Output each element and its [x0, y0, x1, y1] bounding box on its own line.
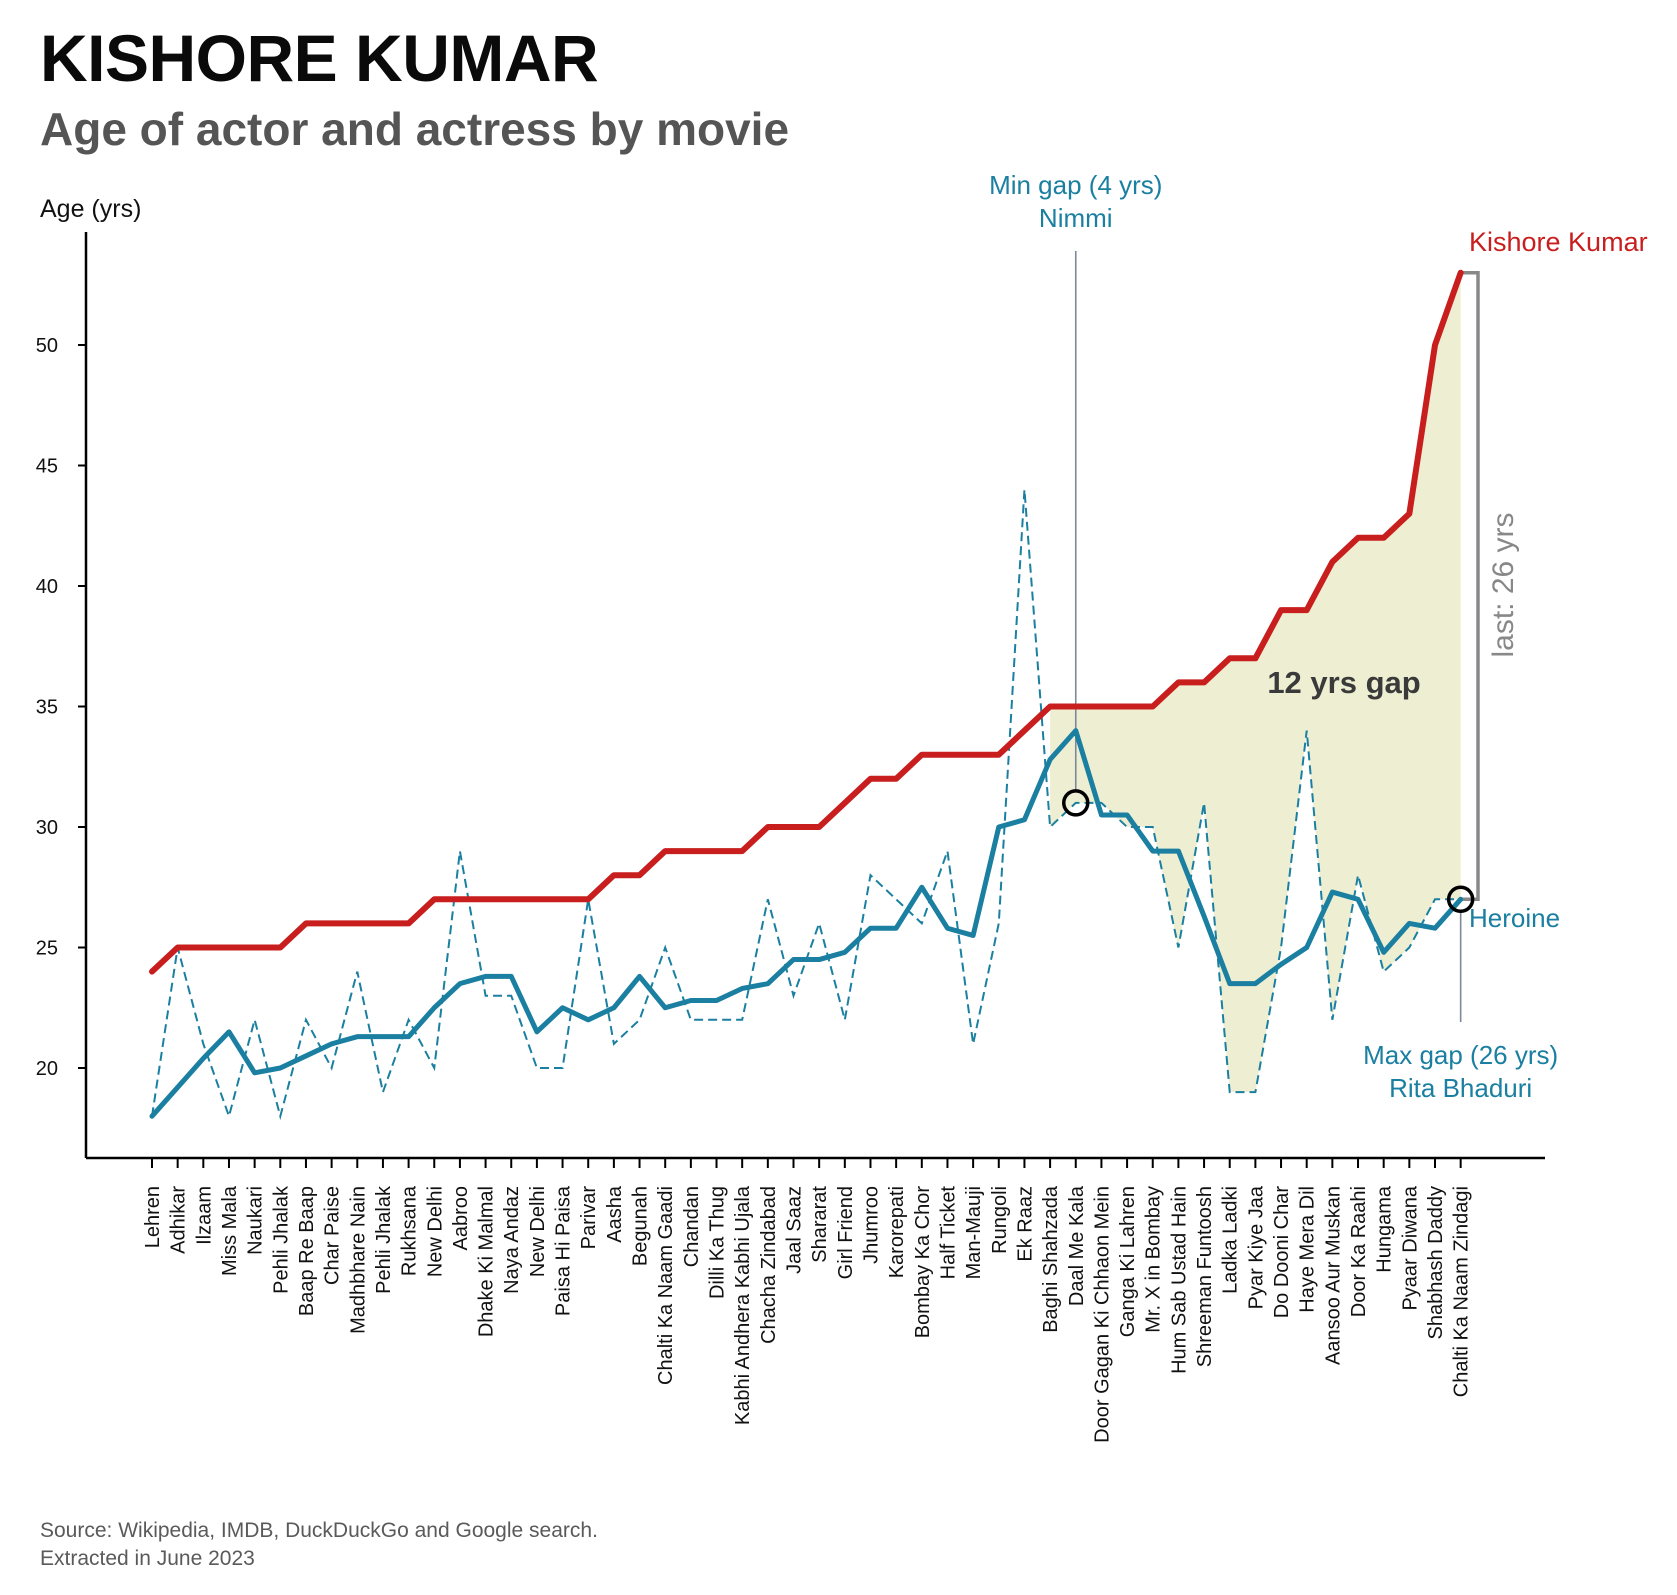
x-tick-label: Hum Sab Ustad Hain — [1168, 1186, 1190, 1374]
annotation-layer — [1074, 251, 1480, 1022]
x-tick-label: Begunah — [630, 1186, 652, 1266]
x-tick-label: Naukari — [245, 1186, 267, 1255]
chart-title: KISHORE KUMAR — [40, 21, 599, 95]
x-tick-label: Ganga Ki Lahren — [1117, 1186, 1139, 1337]
min-gap-marker — [1062, 789, 1090, 817]
x-tick-label: Madhbhare Nain — [347, 1186, 369, 1334]
x-tick-label: Door Ka Raahi — [1348, 1186, 1370, 1317]
axes-layer — [84, 232, 1545, 1160]
x-tick-label: Paisa Hi Paisa — [553, 1185, 575, 1316]
label-layer: Age (yrs) Min gap (4 yrs)Nimmi Max gap (26… — [40, 170, 1648, 1103]
x-tick-label: Ladka Ladki — [1220, 1186, 1242, 1294]
y-tick-label: 45 — [36, 456, 58, 478]
x-tick-label: Do Dooni Char — [1271, 1186, 1293, 1319]
x-tick-label: Pyar Kiye Jaa — [1245, 1185, 1267, 1309]
x-tick-label: Daal Me Kala — [1066, 1185, 1088, 1306]
x-tick-label: Parivar — [578, 1186, 600, 1250]
marker-layer — [1062, 789, 1475, 914]
x-tick-label: Adhikar — [168, 1186, 190, 1254]
actor-series-label: Kishore Kumar — [1469, 227, 1648, 257]
last-gap-label: last: 26 yrs — [1487, 512, 1520, 657]
y-axis-title: Age (yrs) — [40, 195, 141, 223]
x-tick-label: Chalti Ka Naam Gaadi — [655, 1186, 677, 1385]
x-tick-label: Chalti Ka Naam Zindagi — [1451, 1186, 1473, 1397]
x-tick-label: Jaal Saaz — [784, 1186, 806, 1274]
actor-line-layer — [149, 269, 1464, 975]
x-tick-label: Ilzaam — [193, 1186, 215, 1245]
gap-area — [1050, 272, 1461, 1093]
x-tick-label: Dhake Ki Malmal — [476, 1186, 498, 1337]
x-tick-label: Man-Mauji — [963, 1186, 985, 1279]
x-tick-label: Pyaar Diwana — [1399, 1185, 1421, 1310]
x-tick-label: New Delhi — [424, 1186, 446, 1277]
extracted-line: Extracted in June 2023 — [40, 1547, 255, 1570]
gap-label: 12 yrs gap — [1267, 665, 1420, 700]
x-tick-label: Lehren — [142, 1186, 164, 1248]
x-tick-label: Pehli Jhalak — [373, 1185, 395, 1294]
x-tick-label: Karorepati — [886, 1186, 908, 1278]
y-tick-label: 20 — [36, 1058, 58, 1080]
gap-fill-layer — [1050, 272, 1461, 1093]
x-tick-label: Door Gagan Ki Chhaon Mein — [1091, 1186, 1113, 1443]
x-tick-label: Char Paise — [322, 1186, 344, 1285]
x-tick-label: Miss Mala — [219, 1185, 241, 1276]
x-tick-label: Aabroo — [450, 1186, 472, 1251]
x-tick-label: Mr. X in Bombay — [1143, 1186, 1165, 1333]
y-tick-label: 35 — [36, 697, 58, 719]
actor-line — [149, 269, 1464, 975]
x-tick-label: Rukhsana — [399, 1185, 421, 1276]
x-tick-label: Dilli Ka Thug — [707, 1186, 729, 1299]
min-gap-label: Min gap (4 yrs) — [989, 170, 1162, 200]
x-tick-label: Jhumroo — [860, 1186, 882, 1264]
heroine-series-label: Heroine — [1469, 903, 1560, 933]
y-tick-label: 25 — [36, 938, 58, 960]
last-gap-bracket — [1460, 270, 1480, 902]
source-line: Source: Wikipedia, IMDB, DuckDuckGo and … — [40, 1519, 598, 1542]
x-tick-label: New Delhi — [527, 1186, 549, 1277]
y-tick-label: 40 — [36, 576, 58, 598]
x-tick-label: Kabhi Andhera Kabhi Ujala — [732, 1185, 754, 1425]
x-tick-label: Bombay Ka Chor — [912, 1186, 934, 1339]
tick-layer: 20 25 30 35 40 45 50 Lehren Adhikar Ilzaam Miss Ma… — [36, 335, 1473, 1443]
x-tick-label: Half Ticket — [937, 1186, 959, 1280]
x-tick-label: Baghi Shahzada — [1040, 1185, 1062, 1333]
chart-subtitle: Age of actor and actress by movie — [40, 103, 790, 155]
x-tick-label: Aansoo Aur Muskan — [1322, 1186, 1344, 1365]
x-tick-label: Shabhash Daddy — [1425, 1186, 1447, 1339]
x-tick-label: Aasha — [604, 1185, 626, 1243]
max-gap-name: Rita Bhaduri — [1389, 1073, 1532, 1103]
x-tick-label: Rungoli — [989, 1186, 1011, 1254]
x-tick-label: Girl Friend — [835, 1186, 857, 1279]
max-gap-label: Max gap (26 yrs) — [1363, 1040, 1558, 1070]
x-tick-label: Ek Raaz — [1014, 1186, 1036, 1262]
x-tick-label: Pehli Jhalak — [270, 1185, 292, 1294]
x-tick-label: Chacha Zindabad — [758, 1186, 780, 1344]
y-tick-label: 30 — [36, 817, 58, 839]
min-gap-name: Nimmi — [1039, 203, 1113, 233]
x-tick-label: Chandan — [681, 1186, 703, 1267]
source-note: Source: Wikipedia, IMDB, DuckDuckGo and … — [40, 1517, 598, 1573]
heroine-line-layer — [149, 728, 1464, 1119]
x-tick-label: Shreeman Funtoosh — [1194, 1186, 1216, 1367]
x-tick-label: Hungama — [1374, 1185, 1396, 1273]
x-tick-label: Shararat — [809, 1186, 831, 1263]
heroine-line — [149, 728, 1464, 1119]
max-gap-marker — [1446, 885, 1475, 914]
y-tick-label: 50 — [36, 335, 58, 357]
x-tick-label: Baap Re Baap — [296, 1186, 318, 1316]
x-tick-label: Haye Mera Dil — [1297, 1186, 1319, 1313]
x-tick-label: Naya Andaz — [501, 1186, 523, 1294]
